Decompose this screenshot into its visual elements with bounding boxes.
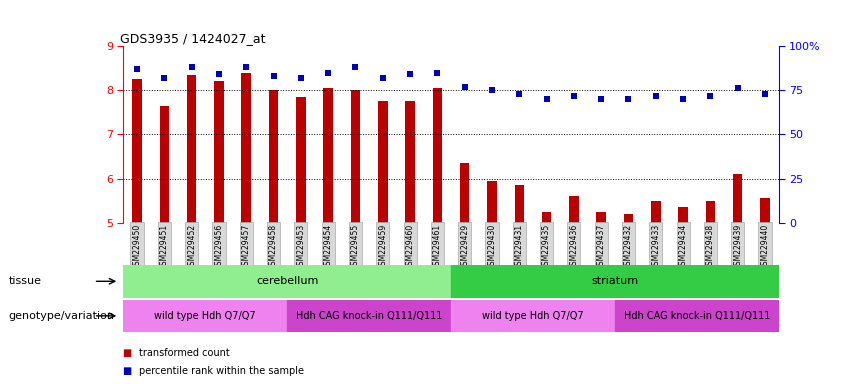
Bar xyxy=(597,212,606,223)
Bar xyxy=(296,97,306,223)
Bar xyxy=(678,207,688,223)
Bar xyxy=(460,163,470,223)
Bar xyxy=(760,199,770,223)
Text: wild type Hdh Q7/Q7: wild type Hdh Q7/Q7 xyxy=(155,311,256,321)
Text: ■: ■ xyxy=(123,348,136,358)
Point xyxy=(157,75,171,81)
Bar xyxy=(542,212,551,223)
Point xyxy=(731,85,745,91)
Text: GDS3935 / 1424027_at: GDS3935 / 1424027_at xyxy=(120,32,266,45)
Point xyxy=(403,71,417,78)
Bar xyxy=(651,200,660,223)
Bar xyxy=(451,300,614,332)
Bar xyxy=(132,79,142,223)
Bar xyxy=(214,81,224,223)
Point xyxy=(376,75,390,81)
Point xyxy=(294,75,308,81)
Point xyxy=(594,96,608,102)
Point xyxy=(322,70,335,76)
Point xyxy=(485,87,499,93)
Point xyxy=(185,64,198,70)
Text: wild type Hdh Q7/Q7: wild type Hdh Q7/Q7 xyxy=(483,311,584,321)
Bar xyxy=(405,101,414,223)
Bar xyxy=(160,106,169,223)
Text: transformed count: transformed count xyxy=(139,348,230,358)
Bar xyxy=(351,90,360,223)
Point xyxy=(431,70,444,76)
Bar xyxy=(378,101,387,223)
Point xyxy=(349,64,363,70)
Bar xyxy=(705,200,715,223)
Bar xyxy=(123,265,451,298)
Bar xyxy=(451,265,779,298)
Text: Hdh CAG knock-in Q111/Q111: Hdh CAG knock-in Q111/Q111 xyxy=(624,311,770,321)
Bar xyxy=(624,214,633,223)
Bar xyxy=(432,88,443,223)
Bar xyxy=(269,90,278,223)
Bar xyxy=(323,88,333,223)
Bar xyxy=(733,174,742,223)
Point xyxy=(458,84,471,90)
Point xyxy=(239,64,253,70)
Text: tissue: tissue xyxy=(9,276,42,286)
Point xyxy=(622,96,636,102)
Bar xyxy=(187,75,197,223)
Point xyxy=(567,93,580,99)
Bar xyxy=(614,300,779,332)
Point xyxy=(266,73,280,79)
Text: genotype/variation: genotype/variation xyxy=(9,311,115,321)
Bar xyxy=(287,300,451,332)
Point xyxy=(212,71,226,78)
Point xyxy=(540,96,553,102)
Point xyxy=(677,96,690,102)
Text: percentile rank within the sample: percentile rank within the sample xyxy=(139,366,304,376)
Point xyxy=(649,93,663,99)
Text: Hdh CAG knock-in Q111/Q111: Hdh CAG knock-in Q111/Q111 xyxy=(296,311,443,321)
Bar xyxy=(488,181,497,223)
Text: cerebellum: cerebellum xyxy=(256,276,318,286)
Bar xyxy=(515,185,524,223)
Point xyxy=(704,93,717,99)
Text: ■: ■ xyxy=(123,366,136,376)
Text: striatum: striatum xyxy=(591,276,638,286)
Point xyxy=(758,91,772,97)
Point xyxy=(130,66,144,72)
Bar xyxy=(123,300,287,332)
Bar xyxy=(569,196,579,223)
Bar xyxy=(242,73,251,223)
Point xyxy=(512,91,526,97)
